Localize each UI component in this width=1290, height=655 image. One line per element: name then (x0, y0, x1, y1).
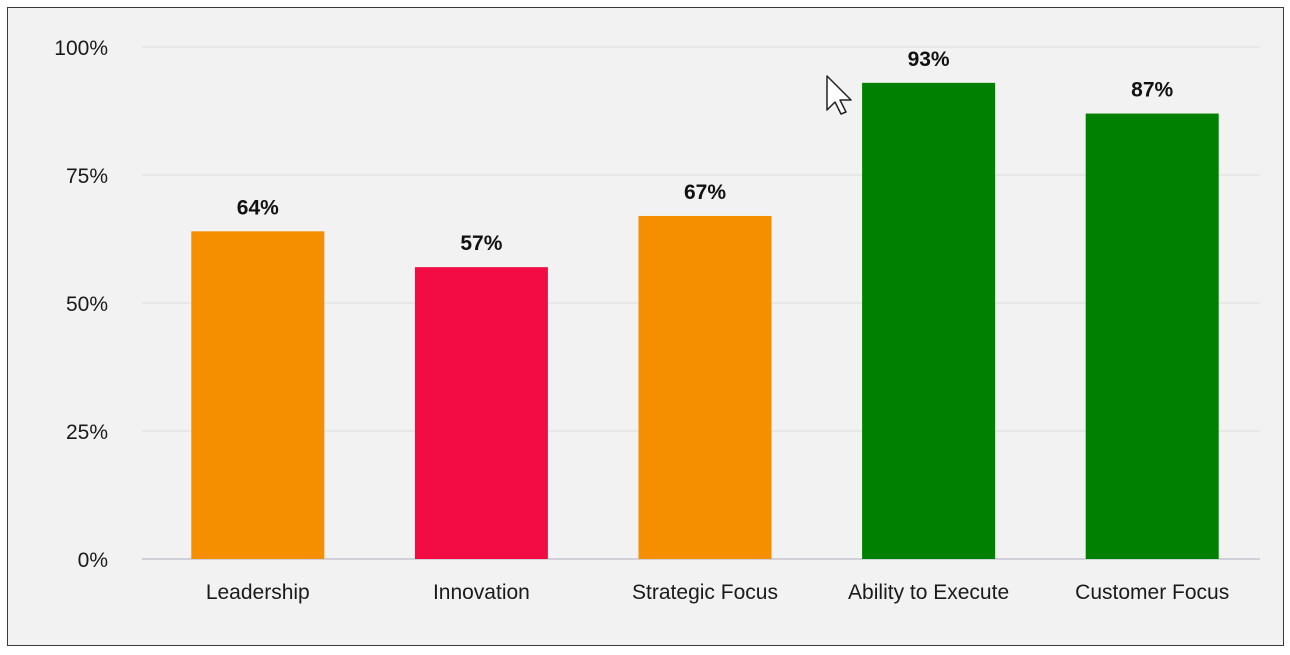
category-label: Innovation (433, 581, 530, 604)
y-tick-label: 0% (78, 549, 108, 572)
bars (191, 82, 1219, 559)
y-tick-label: 25% (66, 421, 108, 444)
bar-strategic-focus (638, 215, 772, 559)
y-axis-ticks: 0% 25% 50% 75% 100% (54, 37, 108, 572)
data-label: 87% (1131, 79, 1173, 102)
data-label: 67% (684, 181, 726, 204)
y-tick-label: 50% (66, 293, 108, 316)
bar-innovation (414, 267, 548, 559)
data-label: 93% (908, 48, 950, 71)
mouse-cursor-icon (826, 75, 852, 115)
category-label: Ability to Execute (848, 581, 1009, 604)
bar-customer-focus (1085, 113, 1219, 559)
x-axis-categories: Leadership Innovation Strategic Focus Abili… (206, 581, 1229, 604)
y-tick-label: 75% (66, 165, 108, 188)
data-label: 57% (460, 232, 502, 255)
data-labels: 64% 57% 67% 93% 87% (237, 48, 1174, 255)
bar-leadership (191, 231, 325, 559)
arrow-pointer-icon (826, 75, 852, 115)
bar-ability-to-execute (862, 82, 996, 559)
category-label: Customer Focus (1075, 581, 1229, 604)
category-label: Strategic Focus (632, 581, 778, 604)
data-label: 64% (237, 196, 279, 219)
y-tick-label: 100% (54, 37, 108, 60)
category-label: Leadership (206, 581, 310, 604)
